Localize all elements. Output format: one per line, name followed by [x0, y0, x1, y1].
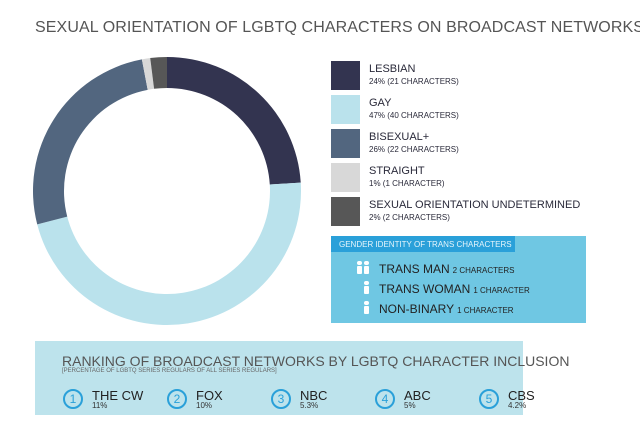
network-percentage: 5% [404, 401, 416, 410]
trans-item-count: 1 CHARACTER [473, 286, 530, 295]
legend-detail: 24% (21 CHARACTERS) [369, 77, 459, 86]
network-name: FOX [196, 388, 223, 403]
legend-swatch [331, 129, 360, 158]
legend-swatch [331, 197, 360, 226]
network-percentage: 10% [196, 401, 213, 410]
ranking-subtitle: [PERCENTAGE OF LGBTQ SERIES REGULARS OF … [62, 368, 277, 374]
legend-label: BISEXUAL+ [369, 131, 430, 143]
network-name: THE CW [92, 388, 144, 403]
donut-slice-lesbian [167, 57, 301, 185]
network-percentage: 5.3% [300, 401, 319, 410]
network-percentage: 11% [92, 401, 108, 410]
legend-label: SEXUAL ORIENTATION UNDETERMINED [369, 199, 581, 211]
legend-label: GAY [369, 97, 392, 109]
legend-detail: 26% (22 CHARACTERS) [369, 145, 459, 154]
rank-badge: 3 [271, 389, 291, 409]
rank-badge: 2 [167, 389, 187, 409]
trans-identity-panel: GENDER IDENTITY OF TRANS CHARACTERS TRAN… [331, 236, 586, 323]
network-name: CBS [508, 388, 535, 403]
legend-label: LESBIAN [369, 63, 416, 75]
trans-item-label: NON-BINARY [379, 302, 455, 316]
donut-slice-sexual-orientation-undetermined [150, 57, 167, 89]
legend-swatch [331, 163, 360, 192]
rank-badge: 5 [479, 389, 499, 409]
network-percentage: 4.2% [508, 401, 527, 410]
legend-swatch [331, 61, 360, 90]
trans-item-count: 1 CHARACTER [457, 306, 514, 315]
donut-slice-bisexual [32, 59, 148, 225]
trans-item-label: TRANS WOMAN [379, 282, 471, 296]
rank-badge: 1 [63, 389, 83, 409]
legend-label: STRAIGHT [369, 165, 425, 177]
legend-detail: 1% (1 CHARACTER) [369, 179, 445, 188]
trans-item-count: 2 CHARACTERS [452, 266, 515, 275]
legend-detail: 2% (2 CHARACTERS) [369, 213, 450, 222]
network-name: NBC [300, 388, 328, 403]
legend-detail: 47% (40 CHARACTERS) [369, 111, 459, 120]
ranking-title: RANKING OF BROADCAST NETWORKS BY LGBTQ C… [62, 353, 570, 369]
trans-item-label: TRANS MAN [379, 262, 450, 276]
chart-title: SEXUAL ORIENTATION OF LGBTQ CHARACTERS O… [35, 19, 640, 36]
donut-slice-gay [37, 182, 302, 325]
network-name: ABC [404, 388, 431, 403]
trans-panel-header: GENDER IDENTITY OF TRANS CHARACTERS [331, 236, 515, 252]
donut-slice-straight [141, 58, 155, 90]
donut-chart [32, 57, 302, 325]
rank-badge: 4 [375, 389, 395, 409]
legend-swatch [331, 95, 360, 124]
network-ranking-panel: RANKING OF BROADCAST NETWORKS BY LGBTQ C… [35, 341, 569, 415]
